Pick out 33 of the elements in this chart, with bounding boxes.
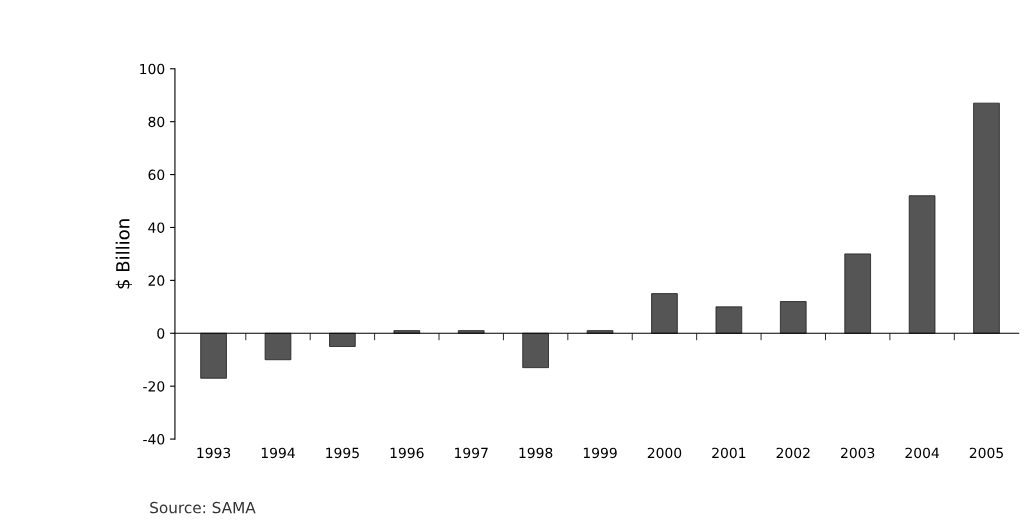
bar: [200, 332, 227, 379]
y-tick-label: 40: [148, 222, 165, 233]
x-tick-label: 1997: [455, 447, 488, 459]
x-tick-label: 1993: [197, 447, 231, 459]
x-tick-label: 1998: [519, 447, 553, 459]
y-tick-label: 20: [148, 275, 165, 286]
source-note: Source: SAMA: [150, 501, 256, 514]
bar: [779, 301, 807, 334]
x-tick-label: 1999: [583, 447, 617, 459]
y-tick-label: 60: [148, 169, 165, 181]
y-tick-label: -40: [143, 434, 165, 445]
y-tick-label: 0: [157, 328, 165, 339]
y-tick-label: 100: [140, 63, 165, 75]
bar: [329, 332, 356, 347]
bar: [908, 195, 936, 334]
x-tick-label: 2002: [776, 447, 810, 459]
x-tick-label: 1994: [261, 447, 295, 459]
x-tick-label: 2004: [905, 447, 939, 459]
x-tick-label: 2000: [647, 447, 682, 459]
y-axis-title: $ Billion: [115, 219, 133, 289]
bar: [651, 293, 678, 334]
bar: [522, 332, 549, 369]
x-tick-label: 2001: [712, 447, 746, 459]
x-tick-label: 1996: [390, 447, 424, 459]
bar: [715, 306, 743, 334]
y-tick-label: 80: [148, 116, 165, 128]
bar: [264, 332, 292, 361]
x-tick-label: 1995: [326, 447, 359, 459]
y-tick-label: -20: [143, 381, 165, 392]
x-tick-label: 2005: [969, 447, 1003, 459]
bar: [844, 253, 871, 334]
x-tick-label: 2003: [841, 447, 875, 459]
bar: [973, 102, 1000, 334]
